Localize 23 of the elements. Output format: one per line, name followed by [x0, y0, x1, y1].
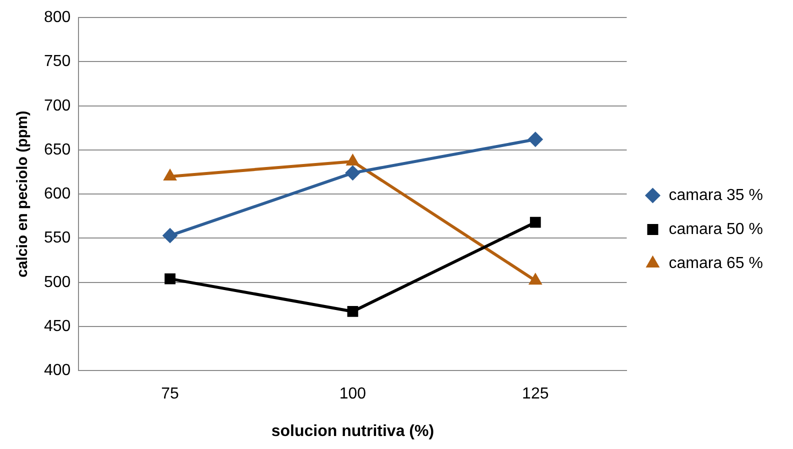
y-tick-label: 750 [44, 53, 71, 70]
y-tick-label: 800 [44, 9, 71, 26]
y-tick-label: 450 [44, 318, 71, 335]
point [162, 228, 178, 244]
point [530, 216, 541, 228]
y-tick-label: 600 [44, 186, 71, 203]
y-tick-label: 400 [44, 362, 71, 380]
x-tick-label: 125 [522, 386, 549, 403]
y-tick-label: 500 [44, 274, 71, 291]
y-tick-label: 650 [44, 141, 71, 158]
y-tick-label: 550 [44, 230, 71, 247]
y-axis-title: calcio en peciolo (ppm) [14, 110, 32, 278]
x-tick-label: 75 [161, 386, 180, 403]
y-tick-label: 700 [44, 97, 71, 114]
legend-label: camara 65 % [668, 254, 763, 272]
point [528, 132, 543, 147]
legend-label: camara 50 % [668, 220, 763, 238]
x-tick-label: 100 [339, 386, 366, 403]
point [345, 165, 360, 180]
legend-label: camara 35 % [668, 186, 763, 204]
point [164, 273, 176, 284]
point [347, 306, 358, 317]
x-axis-title: solucion nutritiva (%) [271, 422, 434, 440]
